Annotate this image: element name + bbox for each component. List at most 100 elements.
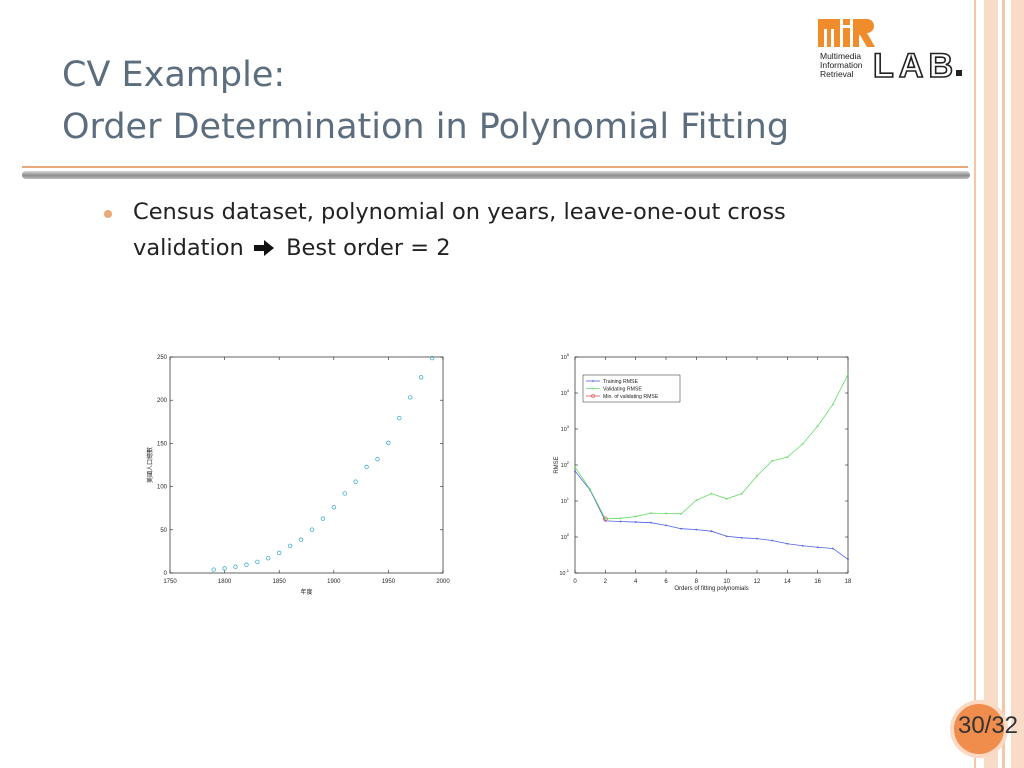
- x-axis-label: Orders of fitting polynomials: [674, 586, 748, 592]
- series-marker: [665, 524, 667, 527]
- mirlab-logo: Multimedia Information Retrieval LAB: [818, 19, 962, 84]
- series-marker: [847, 373, 849, 376]
- logo-i-stem: [843, 28, 850, 47]
- series-marker: [695, 528, 698, 531]
- data-point: [266, 556, 271, 561]
- x-tick-label: 16: [814, 579, 821, 585]
- series-marker: [816, 546, 819, 549]
- logo-line-2: Information: [820, 60, 863, 70]
- bullet-text-line-2: validation Best order = 2: [133, 235, 451, 261]
- data-point: [244, 562, 249, 567]
- series-marker: [801, 544, 804, 547]
- bullet-text-best-order: Best order = 2: [286, 235, 451, 261]
- y-tick-exponent: -1: [565, 568, 569, 573]
- series-marker: [649, 512, 652, 515]
- y-tick-label: 50: [160, 528, 167, 534]
- x-tick-label: 14: [784, 579, 791, 585]
- data-point: [353, 479, 358, 484]
- x-tick-label: 1750: [163, 579, 177, 585]
- series-marker: [680, 512, 683, 515]
- y-tick-exponent: 0: [567, 532, 570, 537]
- x-tick-label: 18: [845, 579, 852, 585]
- data-point: [287, 543, 293, 549]
- y-tick-label: 250: [157, 355, 168, 361]
- rmse-line-chart: 0 2 4 6 8 10 12 14 16 1810-1100101102103104105Ord…: [554, 352, 852, 592]
- series-marker: [831, 403, 834, 406]
- data-point: [211, 567, 216, 572]
- x-tick-label: 1900: [327, 579, 341, 585]
- series-marker: [740, 492, 743, 495]
- page-badge: [954, 704, 1004, 754]
- series-marker: [695, 499, 698, 502]
- data-point: [331, 505, 336, 510]
- data-point: [255, 559, 260, 565]
- bullet-text-validation: validation: [133, 235, 244, 261]
- logo-i-dot: [843, 19, 850, 25]
- series-marker: [574, 470, 576, 472]
- series-marker: [816, 425, 819, 428]
- right-edge-stripes: [974, 0, 1024, 768]
- series-marker: [756, 537, 758, 540]
- y-tick-label: 100: [561, 532, 570, 541]
- series-marker: [725, 497, 728, 500]
- series-marker: [634, 515, 637, 518]
- y-tick-base: 10: [561, 463, 567, 469]
- logo-period: [956, 70, 962, 76]
- y-tick-base: 10: [561, 391, 567, 397]
- slide-title-line-2: Order Determination in Polynomial Fittin…: [62, 107, 790, 147]
- y-tick-exponent: 1: [567, 496, 570, 501]
- y-tick-base: 10: [561, 535, 567, 541]
- y-tick-label: 200: [157, 398, 168, 404]
- logo-line-3: Retrieval: [820, 69, 854, 79]
- x-tick-label: 1850: [273, 579, 287, 585]
- series-marker: [771, 459, 774, 462]
- x-tick-label: 6: [664, 579, 668, 585]
- page-number: 30/32: [957, 712, 1019, 739]
- y-tick-label: 0: [164, 571, 168, 577]
- x-tick-label: 2000: [436, 579, 450, 585]
- series-marker: [786, 456, 789, 459]
- legend-label: Validating RMSE: [603, 386, 642, 392]
- data-point: [397, 415, 402, 421]
- y-tick-base: 10: [561, 499, 567, 505]
- y-tick-exponent: 3: [567, 424, 570, 429]
- y-axis-label: 美國人口總數: [146, 447, 154, 483]
- series-marker: [710, 530, 713, 533]
- data-point: [364, 464, 369, 470]
- series-marker: [847, 558, 849, 561]
- bullet-text-line-1: Census dataset, polynomial on years, lea…: [133, 199, 786, 225]
- data-point: [277, 550, 282, 556]
- legend-swatch-marker: [591, 394, 595, 398]
- logo-r-mark: [853, 19, 875, 47]
- legend-label: Min. of validating RMSE: [603, 394, 659, 400]
- data-point: [222, 566, 227, 571]
- data-point: [320, 516, 326, 521]
- series-marker: [831, 547, 834, 550]
- data-point: [342, 491, 347, 496]
- data-point: [419, 375, 424, 380]
- x-tick-label: 10: [723, 579, 730, 585]
- census-axes: 1750 1800 1850 1900 1950 2000 0 50 100 150 200 250 年…: [146, 355, 450, 596]
- data-point: [386, 440, 391, 445]
- census-points: [211, 355, 435, 572]
- series-marker: [619, 517, 622, 520]
- bullet-dot-icon: [104, 210, 112, 218]
- slide-title-line-1: CV Example:: [62, 55, 286, 95]
- x-tick-label: 1950: [382, 579, 396, 585]
- y-tick-base: 10: [561, 355, 567, 361]
- series-marker: [649, 521, 652, 524]
- data-point: [233, 564, 238, 569]
- y-tick-base: 10: [559, 571, 565, 577]
- legend-swatch-marker: [592, 387, 594, 390]
- series-marker: [725, 535, 728, 538]
- y-tick-label: 104: [561, 388, 570, 397]
- series-marker: [740, 536, 743, 539]
- series-marker: [756, 474, 758, 477]
- logo-m-block: [818, 19, 840, 47]
- plot-frame: [169, 356, 444, 574]
- y-tick-exponent: 5: [567, 352, 570, 357]
- x-tick-label: 4: [634, 579, 638, 585]
- y-tick-exponent: 2: [567, 460, 570, 465]
- data-point: [298, 537, 304, 542]
